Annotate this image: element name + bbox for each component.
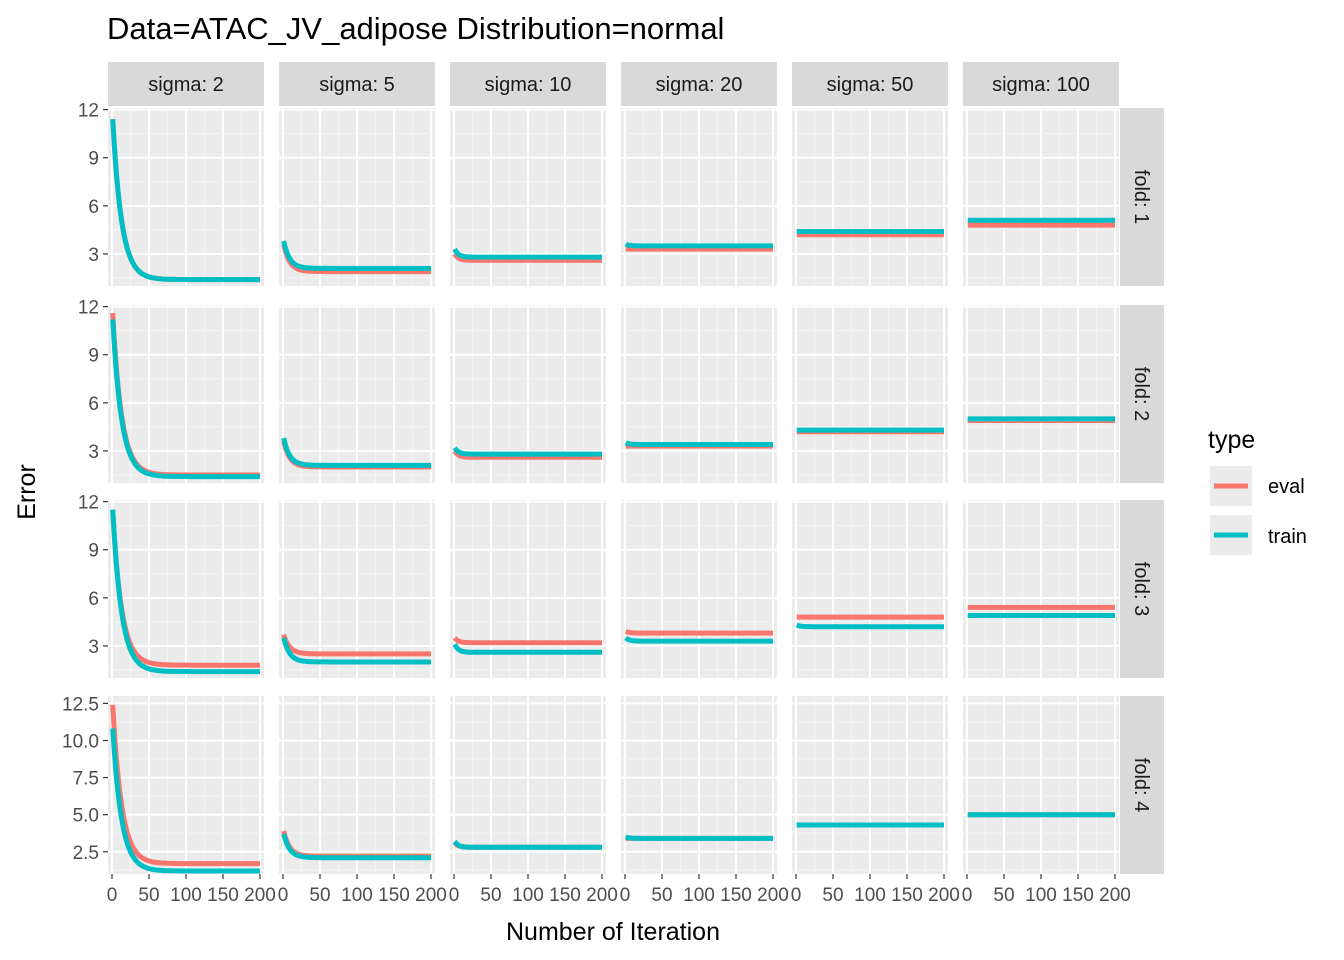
chart-title: Data=ATAC_JV_adipose Distribution=normal — [107, 11, 724, 46]
x-tick-label: 200 — [1099, 885, 1131, 906]
legend-label-train: train — [1268, 526, 1307, 548]
x-tick-label: 0 — [962, 885, 973, 906]
col-strip-label: sigma: 10 — [485, 74, 572, 96]
x-tick-label: 200 — [757, 885, 789, 906]
y-tick-label: 12.5 — [62, 694, 99, 715]
x-tick-label: 50 — [138, 885, 159, 906]
series-line-train — [452, 247, 602, 260]
y-tick-label: 6 — [88, 589, 99, 610]
y-tick-label: 9 — [88, 149, 99, 170]
panel-grid: sigma: 2 sigma: 5 sigma: 10 sigma: 20 sigma:… — [62, 62, 1164, 906]
x-tick-label: 0 — [791, 885, 802, 906]
x-tick-label: 100 — [512, 885, 544, 906]
x-tick-label: 0 — [449, 885, 460, 906]
x-tick-label: 50 — [993, 885, 1014, 906]
y-tick-label: 10.0 — [62, 732, 99, 753]
y-tick-label: 9 — [88, 346, 99, 367]
legend-label-eval: eval — [1268, 476, 1305, 498]
series-line-train — [624, 440, 773, 447]
col-strip — [450, 62, 606, 106]
x-tick-label: 150 — [549, 885, 581, 906]
series-line-eval — [452, 449, 602, 460]
x-tick-label: 100 — [341, 885, 373, 906]
y-axis-title: Error — [13, 464, 41, 520]
x-tick-label: 150 — [378, 885, 410, 906]
x-axis-title: Number of Iteration — [506, 918, 720, 946]
x-tick-label: 50 — [309, 885, 330, 906]
series-line-eval — [281, 633, 431, 657]
x-tick-label: 200 — [415, 885, 447, 906]
col-strip-label: sigma: 100 — [992, 74, 1090, 96]
x-tick-label: 100 — [170, 885, 202, 906]
col-strip — [621, 62, 777, 106]
legend-title: type — [1208, 426, 1255, 454]
x-tick-label: 50 — [822, 885, 843, 906]
y-tick-label: 12 — [78, 101, 99, 122]
x-tick-label: 100 — [1025, 885, 1057, 906]
series-line-train — [452, 446, 602, 457]
col-strip-label: sigma: 2 — [148, 74, 224, 96]
x-tick-label: 200 — [586, 885, 618, 906]
y-tick-label: 9 — [88, 541, 99, 562]
legend: type eval train — [1208, 426, 1307, 555]
series-line-train — [624, 635, 773, 644]
x-tick-label: 200 — [244, 885, 276, 906]
x-tick-label: 150 — [720, 885, 752, 906]
series-line-train — [281, 637, 431, 665]
col-strip — [963, 62, 1119, 106]
x-tick-label: 150 — [1062, 885, 1094, 906]
series-line-train — [452, 643, 602, 655]
series-line-train — [110, 728, 260, 874]
col-strip — [108, 62, 264, 106]
series-line-eval — [452, 252, 602, 263]
col-strip-label: sigma: 50 — [827, 74, 914, 96]
y-tick-label: 5.0 — [73, 806, 99, 827]
x-tick-label: 100 — [854, 885, 886, 906]
y-tick-label: 3 — [88, 245, 99, 266]
y-tick-label: 7.5 — [73, 769, 99, 790]
series-line-train — [281, 437, 431, 468]
series-line-train — [452, 839, 602, 850]
row-strip-label: fold: 2 — [1130, 367, 1152, 421]
y-tick-label: 6 — [88, 197, 99, 218]
y-tick-label: 3 — [88, 637, 99, 658]
row-strip-label: fold: 3 — [1130, 562, 1152, 616]
row-strip-label: fold: 4 — [1130, 758, 1152, 812]
x-tick-label: 150 — [207, 885, 239, 906]
series-line-train — [281, 833, 431, 861]
col-strip-label: sigma: 20 — [656, 74, 743, 96]
x-tick-label: 150 — [891, 885, 923, 906]
col-strip — [792, 62, 948, 106]
x-tick-label: 0 — [107, 885, 118, 906]
y-tick-label: 3 — [88, 442, 99, 463]
y-tick-label: 2.5 — [73, 843, 99, 864]
x-tick-label: 50 — [480, 885, 501, 906]
x-tick-label: 0 — [620, 885, 631, 906]
x-tick-label: 100 — [683, 885, 715, 906]
x-tick-label: 50 — [651, 885, 672, 906]
y-tick-label: 12 — [78, 493, 99, 514]
y-tick-label: 6 — [88, 394, 99, 415]
series-line-train — [624, 834, 773, 841]
row-strip — [1120, 305, 1164, 483]
series-line-eval — [452, 636, 602, 646]
series-line-eval — [624, 629, 773, 636]
col-strip-label: sigma: 5 — [319, 74, 395, 96]
series-line-train — [110, 119, 260, 283]
series-line-train — [795, 622, 944, 630]
col-strip — [279, 62, 435, 106]
row-strip — [1120, 108, 1164, 286]
x-tick-label: 0 — [278, 885, 289, 906]
x-tick-label: 200 — [928, 885, 960, 906]
series-line-train — [110, 509, 260, 675]
series-line-train — [281, 240, 431, 271]
row-strip-label: fold: 1 — [1130, 170, 1152, 224]
y-tick-label: 12 — [78, 298, 99, 319]
series-line-train — [624, 241, 773, 249]
series-line-train — [110, 319, 260, 480]
row-strip — [1120, 500, 1164, 678]
row-strip — [1120, 696, 1164, 874]
